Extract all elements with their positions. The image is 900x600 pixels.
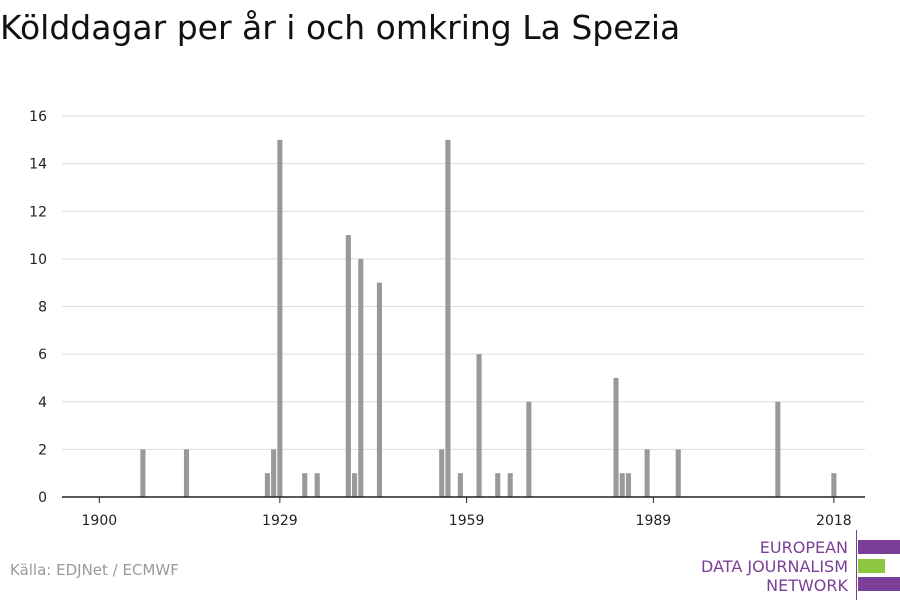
bar <box>775 401 781 497</box>
bar <box>457 473 463 497</box>
bar <box>352 473 358 497</box>
x-tick-label: 2018 <box>816 513 852 529</box>
y-tick-label: 2 <box>38 442 47 458</box>
bar <box>526 401 532 497</box>
x-tick-label: 1959 <box>449 513 485 529</box>
x-tick-label: 1989 <box>636 513 672 529</box>
bar <box>277 139 283 497</box>
logo-divider <box>856 530 857 600</box>
logo-bar-top <box>858 540 900 554</box>
bar <box>831 473 837 497</box>
y-tick-label: 10 <box>29 252 47 268</box>
bar <box>358 258 364 497</box>
bar <box>675 449 681 497</box>
y-tick-label: 14 <box>29 157 47 173</box>
bar <box>345 235 351 497</box>
y-tick-label: 16 <box>29 109 47 125</box>
logo-text-european: EUROPEAN <box>759 538 848 557</box>
bar <box>507 473 513 497</box>
logo-text-data-journalism: DATA JOURNALISM <box>701 557 848 576</box>
bar <box>495 473 501 497</box>
bar <box>613 377 619 497</box>
bar <box>376 282 383 497</box>
y-tick-label: 4 <box>38 395 47 411</box>
bar <box>625 473 632 497</box>
y-axis-ticks: 0 2 4 6 8 10 12 14 16 <box>29 109 47 506</box>
bar <box>271 449 277 497</box>
chart-title: Kölddagar per år i och omkring La Spezia <box>0 8 681 47</box>
bar <box>264 473 270 497</box>
bar <box>302 473 308 497</box>
bar <box>140 449 146 497</box>
bar <box>183 449 190 497</box>
gridlines <box>62 115 865 450</box>
y-tick-label: 6 <box>38 347 47 363</box>
x-tick-label: 1929 <box>262 513 298 529</box>
edjnet-logo: EUROPEAN DATA JOURNALISM NETWORK <box>700 530 900 600</box>
source-note: Källa: EDJNet / ECMWF <box>10 561 179 579</box>
bar <box>619 473 625 497</box>
logo-bar-bottom <box>858 577 900 591</box>
bar <box>439 449 445 497</box>
x-tick-label: 1900 <box>82 513 118 529</box>
bar <box>445 139 451 497</box>
logo-text-network: NETWORK <box>766 576 848 595</box>
bars <box>140 139 837 497</box>
y-tick-label: 0 <box>38 490 47 506</box>
bar <box>644 449 650 497</box>
x-axis-ticks: 1900 1929 1959 1989 2018 <box>82 497 852 529</box>
bar <box>476 354 482 497</box>
logo-bar-middle <box>858 559 885 573</box>
y-tick-label: 12 <box>29 204 47 220</box>
bar <box>314 473 320 497</box>
y-tick-label: 8 <box>38 300 47 316</box>
